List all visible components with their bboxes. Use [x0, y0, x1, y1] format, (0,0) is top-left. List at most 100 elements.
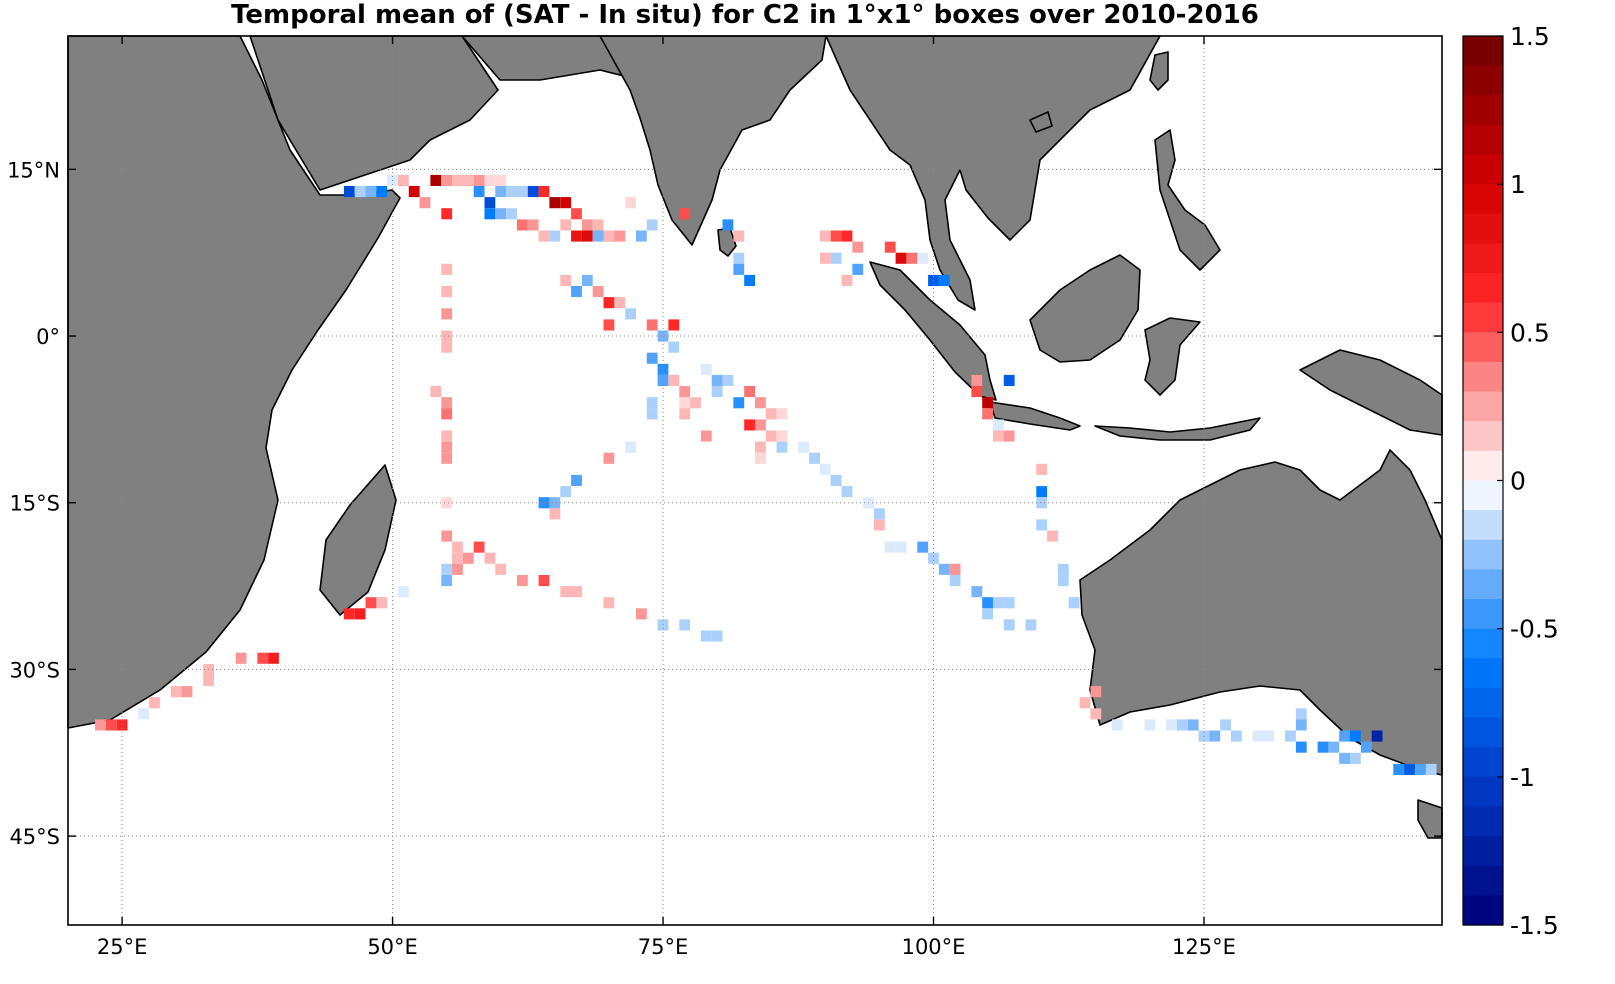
heatmap-cell [1415, 763, 1426, 775]
heatmap-cell [268, 652, 279, 664]
heatmap-cell [1057, 575, 1069, 587]
hainan-land [1029, 111, 1053, 133]
colorbar-band [1463, 539, 1503, 570]
heatmap-cell [614, 230, 626, 242]
heatmap-cell [798, 441, 810, 453]
heatmap-cell [1187, 719, 1199, 731]
heatmap-cell [1339, 730, 1350, 742]
lat-tick-label: 30°S [9, 658, 60, 682]
heatmap-cell [982, 408, 993, 420]
heatmap-cell [722, 374, 734, 386]
map-frame [67, 35, 1443, 926]
heatmap-cell [441, 263, 453, 275]
colorbar-band [1463, 95, 1503, 126]
heatmap-cell [484, 174, 496, 186]
heatmap-cell [1295, 741, 1307, 753]
heatmap-cell [571, 208, 582, 220]
heatmap-cell [1350, 730, 1361, 742]
philippines-land [1154, 129, 1221, 271]
colorbar-tick-label: 1 [1510, 170, 1526, 199]
colorbar-band [1463, 599, 1503, 630]
colorbar-band [1463, 569, 1503, 600]
heatmap-cell [917, 252, 929, 264]
heatmap-cell [571, 474, 582, 486]
heatmap-cell [441, 563, 453, 575]
heatmap-cell [441, 441, 453, 453]
heatmap-cell [776, 408, 788, 420]
heatmap-cell [690, 397, 701, 409]
land-masses [67, 35, 1443, 839]
heatmap-cell [506, 208, 517, 220]
heatmap-cell [484, 552, 496, 564]
arabia-land [249, 35, 499, 191]
colorbar-tick-label: -0.5 [1510, 615, 1559, 644]
heatmap-cell [755, 452, 766, 464]
heatmap-cell [646, 352, 658, 364]
heatmap-cell [830, 252, 842, 264]
heatmap-cell [938, 274, 950, 286]
heatmap-cell [700, 630, 712, 642]
heatmap-cell [538, 186, 550, 198]
colorbar-band [1463, 836, 1503, 867]
heatmap-cell [755, 397, 766, 409]
heatmap-cell [895, 252, 907, 264]
heatmap-cell [581, 274, 593, 286]
heatmap-cell [538, 230, 550, 242]
heatmap-cell [765, 430, 777, 442]
heatmap-cell [527, 219, 539, 231]
colorbar-band [1463, 124, 1503, 156]
heatmap-cell [625, 197, 636, 209]
lon-tick-label: 125°E [1172, 935, 1236, 959]
colorbar-tick-label: 1.5 [1510, 22, 1550, 51]
colorbar-band [1463, 213, 1503, 245]
lat-tick-label: 15°N [7, 158, 60, 182]
colorbar-band [1463, 184, 1503, 215]
heatmap-cell [852, 263, 864, 275]
heatmap-cell [495, 208, 507, 220]
heatmap-cell [473, 541, 485, 553]
heatmap-cell [971, 386, 983, 398]
heatmap-cell [354, 608, 366, 620]
heatmap-cell [441, 174, 453, 186]
heatmap-cell [646, 408, 658, 420]
heatmap-cell [354, 186, 366, 198]
heatmap-cell [679, 619, 691, 631]
heatmap-cell [452, 174, 463, 186]
heatmap-cell [636, 608, 647, 620]
heatmap-cell [874, 519, 885, 531]
lon-tick-label: 50°E [367, 935, 418, 959]
heatmap-cell [982, 608, 993, 620]
heatmap-cell [549, 230, 561, 242]
heatmap-cell [733, 397, 745, 409]
heatmap-cell [170, 686, 182, 698]
colorbar-band [1463, 865, 1503, 896]
heatmap-cell [603, 319, 615, 331]
heatmap-cell [603, 297, 615, 309]
heatmap-cell [441, 530, 453, 542]
heatmap-cell [949, 563, 961, 575]
heatmap-cell [711, 630, 723, 642]
heatmap-cell [430, 174, 442, 186]
lon-tick-labels: 25°E 50°E 75°E 100°E 125°E [97, 36, 1236, 959]
colorbar-band [1463, 154, 1503, 185]
heatmap-cell [1036, 497, 1048, 509]
heatmap-cell [441, 430, 453, 442]
heatmap-cell [819, 463, 831, 475]
heatmap-cell [1209, 730, 1221, 742]
heatmap-cell [419, 197, 431, 209]
heatmap-cell [235, 652, 247, 664]
colorbar-band [1463, 36, 1503, 67]
heatmap-cell [441, 452, 453, 464]
heatmap-cell [874, 508, 885, 520]
heatmap-cell [581, 219, 593, 231]
timor-chain-land [1094, 417, 1261, 441]
heatmap-cell [668, 319, 680, 331]
colorbar-tick-label: 0.5 [1510, 318, 1550, 347]
heatmap-cell [527, 186, 539, 198]
heatmap-cell [636, 230, 647, 242]
heatmap-cell [452, 541, 463, 553]
heatmap-cell [398, 586, 409, 598]
heatmap-cell [571, 230, 582, 242]
lon-tick-label: 25°E [97, 935, 148, 959]
heatmap-cell [581, 230, 593, 242]
